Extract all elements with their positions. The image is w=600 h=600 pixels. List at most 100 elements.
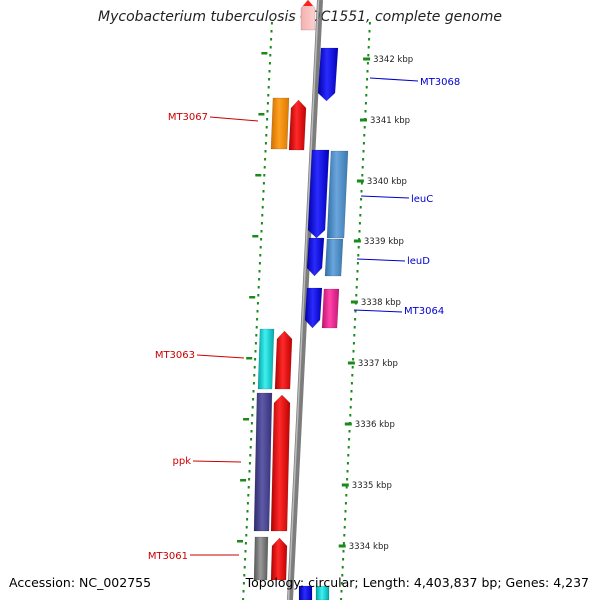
ruler-dot bbox=[244, 550, 247, 553]
gene-arrow bbox=[288, 99, 307, 151]
ruler-dot bbox=[359, 206, 362, 209]
scale-tick bbox=[338, 544, 346, 548]
ruler-dot bbox=[358, 230, 361, 233]
label-leader-line bbox=[353, 309, 403, 313]
ruler-dash bbox=[252, 235, 259, 238]
ruler-dot bbox=[340, 598, 343, 600]
ruler-dot bbox=[366, 78, 369, 81]
ruler-dot bbox=[347, 446, 350, 449]
ruler-dot bbox=[361, 166, 364, 169]
gene-block bbox=[270, 97, 290, 150]
ruler-dot bbox=[367, 54, 370, 57]
ruler-dot bbox=[270, 30, 273, 33]
scale-tick-label: 3334 kbp bbox=[349, 542, 389, 552]
genome-backbone bbox=[287, 0, 323, 600]
ruler-dot bbox=[349, 406, 352, 409]
gene-label-mt3064: MT3064 bbox=[404, 306, 444, 317]
ruler-dot bbox=[244, 542, 247, 545]
ruler-dot bbox=[256, 310, 259, 313]
ruler-dot bbox=[366, 70, 369, 73]
ruler-dot bbox=[263, 174, 266, 177]
scale-tick bbox=[363, 57, 371, 61]
ruler-dot bbox=[268, 70, 271, 73]
ruler-dot bbox=[347, 454, 350, 457]
ruler-dot bbox=[344, 502, 347, 505]
scale-tick-label: 3340 kbp bbox=[367, 177, 407, 187]
ruler-dot bbox=[258, 270, 261, 273]
ruler-dot bbox=[254, 342, 257, 345]
ruler-dot bbox=[268, 78, 271, 81]
map-title: Mycobacterium tuberculosis CDC1551, comp… bbox=[98, 9, 502, 25]
ruler-dot bbox=[344, 510, 347, 513]
scale-tick bbox=[360, 118, 367, 122]
ruler-dot bbox=[341, 574, 344, 577]
ruler-dot bbox=[246, 510, 249, 513]
gene-arrow bbox=[304, 287, 323, 329]
ruler-dot bbox=[258, 262, 261, 265]
ruler-dot bbox=[363, 134, 366, 137]
gene-label-mt3067: MT3067 bbox=[168, 112, 208, 123]
ruler-dot bbox=[355, 286, 358, 289]
ruler-dot bbox=[265, 134, 268, 137]
scale-tick-label: 3336 kbp bbox=[355, 420, 395, 430]
ruler-dot bbox=[261, 214, 264, 217]
gene-arrow bbox=[306, 237, 325, 277]
ruler-dot bbox=[352, 342, 355, 345]
ruler-dot bbox=[253, 366, 256, 369]
gene-features bbox=[253, 0, 349, 600]
ruler-dot bbox=[248, 478, 251, 481]
scale-tick-label: 3341 kbp bbox=[370, 116, 410, 126]
label-leader-line bbox=[369, 77, 419, 82]
ruler-dot bbox=[351, 366, 354, 369]
ruler-dot bbox=[357, 246, 360, 249]
ruler-dot bbox=[262, 190, 265, 193]
scale-tick-label: 3335 kbp bbox=[352, 481, 392, 491]
ruler-dot bbox=[257, 294, 260, 297]
ruler-dot bbox=[342, 558, 345, 561]
scale-ticks: 3342 kbp 3341 kbp 3340 kbp 3339 kbp 3338 kbp… bbox=[338, 55, 413, 552]
ruler-dot bbox=[346, 478, 349, 481]
gene-arrow bbox=[270, 537, 288, 581]
ruler-dot bbox=[344, 518, 347, 521]
ruler-dot bbox=[361, 174, 364, 177]
ruler-dot bbox=[266, 118, 269, 121]
ruler-dot bbox=[243, 574, 246, 577]
gene-arrow bbox=[270, 394, 291, 532]
ruler-dot bbox=[243, 566, 246, 569]
ruler-dot bbox=[245, 534, 248, 537]
gene-label-mt3068: MT3068 bbox=[420, 77, 460, 88]
gene-arrow-tip bbox=[303, 0, 313, 6]
ruler-dots bbox=[237, 22, 371, 600]
ruler-dot bbox=[262, 198, 265, 201]
ruler-dot bbox=[269, 46, 272, 49]
ruler-dot bbox=[248, 470, 251, 473]
ruler-dot bbox=[270, 38, 273, 41]
ruler-dot bbox=[261, 206, 264, 209]
ruler-dot bbox=[346, 462, 349, 465]
gene-block bbox=[315, 585, 330, 600]
ruler-dot bbox=[353, 326, 356, 329]
ruler-dash bbox=[240, 479, 247, 482]
ruler-dot bbox=[356, 278, 359, 281]
gene-block bbox=[257, 328, 275, 390]
ruler-dot bbox=[250, 438, 253, 441]
gene-block bbox=[253, 536, 269, 581]
ruler-dot bbox=[354, 318, 357, 321]
ruler-dot bbox=[365, 86, 368, 89]
gene-block bbox=[321, 288, 340, 329]
ruler-dot bbox=[257, 286, 260, 289]
ruler-dot bbox=[360, 182, 363, 185]
ruler-dot bbox=[364, 102, 367, 105]
ruler-dot bbox=[269, 54, 272, 57]
ruler-dot bbox=[245, 526, 248, 529]
ruler-dot bbox=[251, 406, 254, 409]
ruler-dot bbox=[256, 302, 259, 305]
ruler-dash bbox=[237, 540, 243, 543]
ruler-dash bbox=[246, 357, 253, 360]
ruler-dash bbox=[249, 296, 256, 299]
scale-tick bbox=[353, 239, 361, 243]
gene-arrow bbox=[300, 0, 316, 31]
ruler-dot bbox=[260, 222, 263, 225]
ruler-dot bbox=[270, 22, 273, 25]
ruler-dot bbox=[253, 374, 256, 377]
